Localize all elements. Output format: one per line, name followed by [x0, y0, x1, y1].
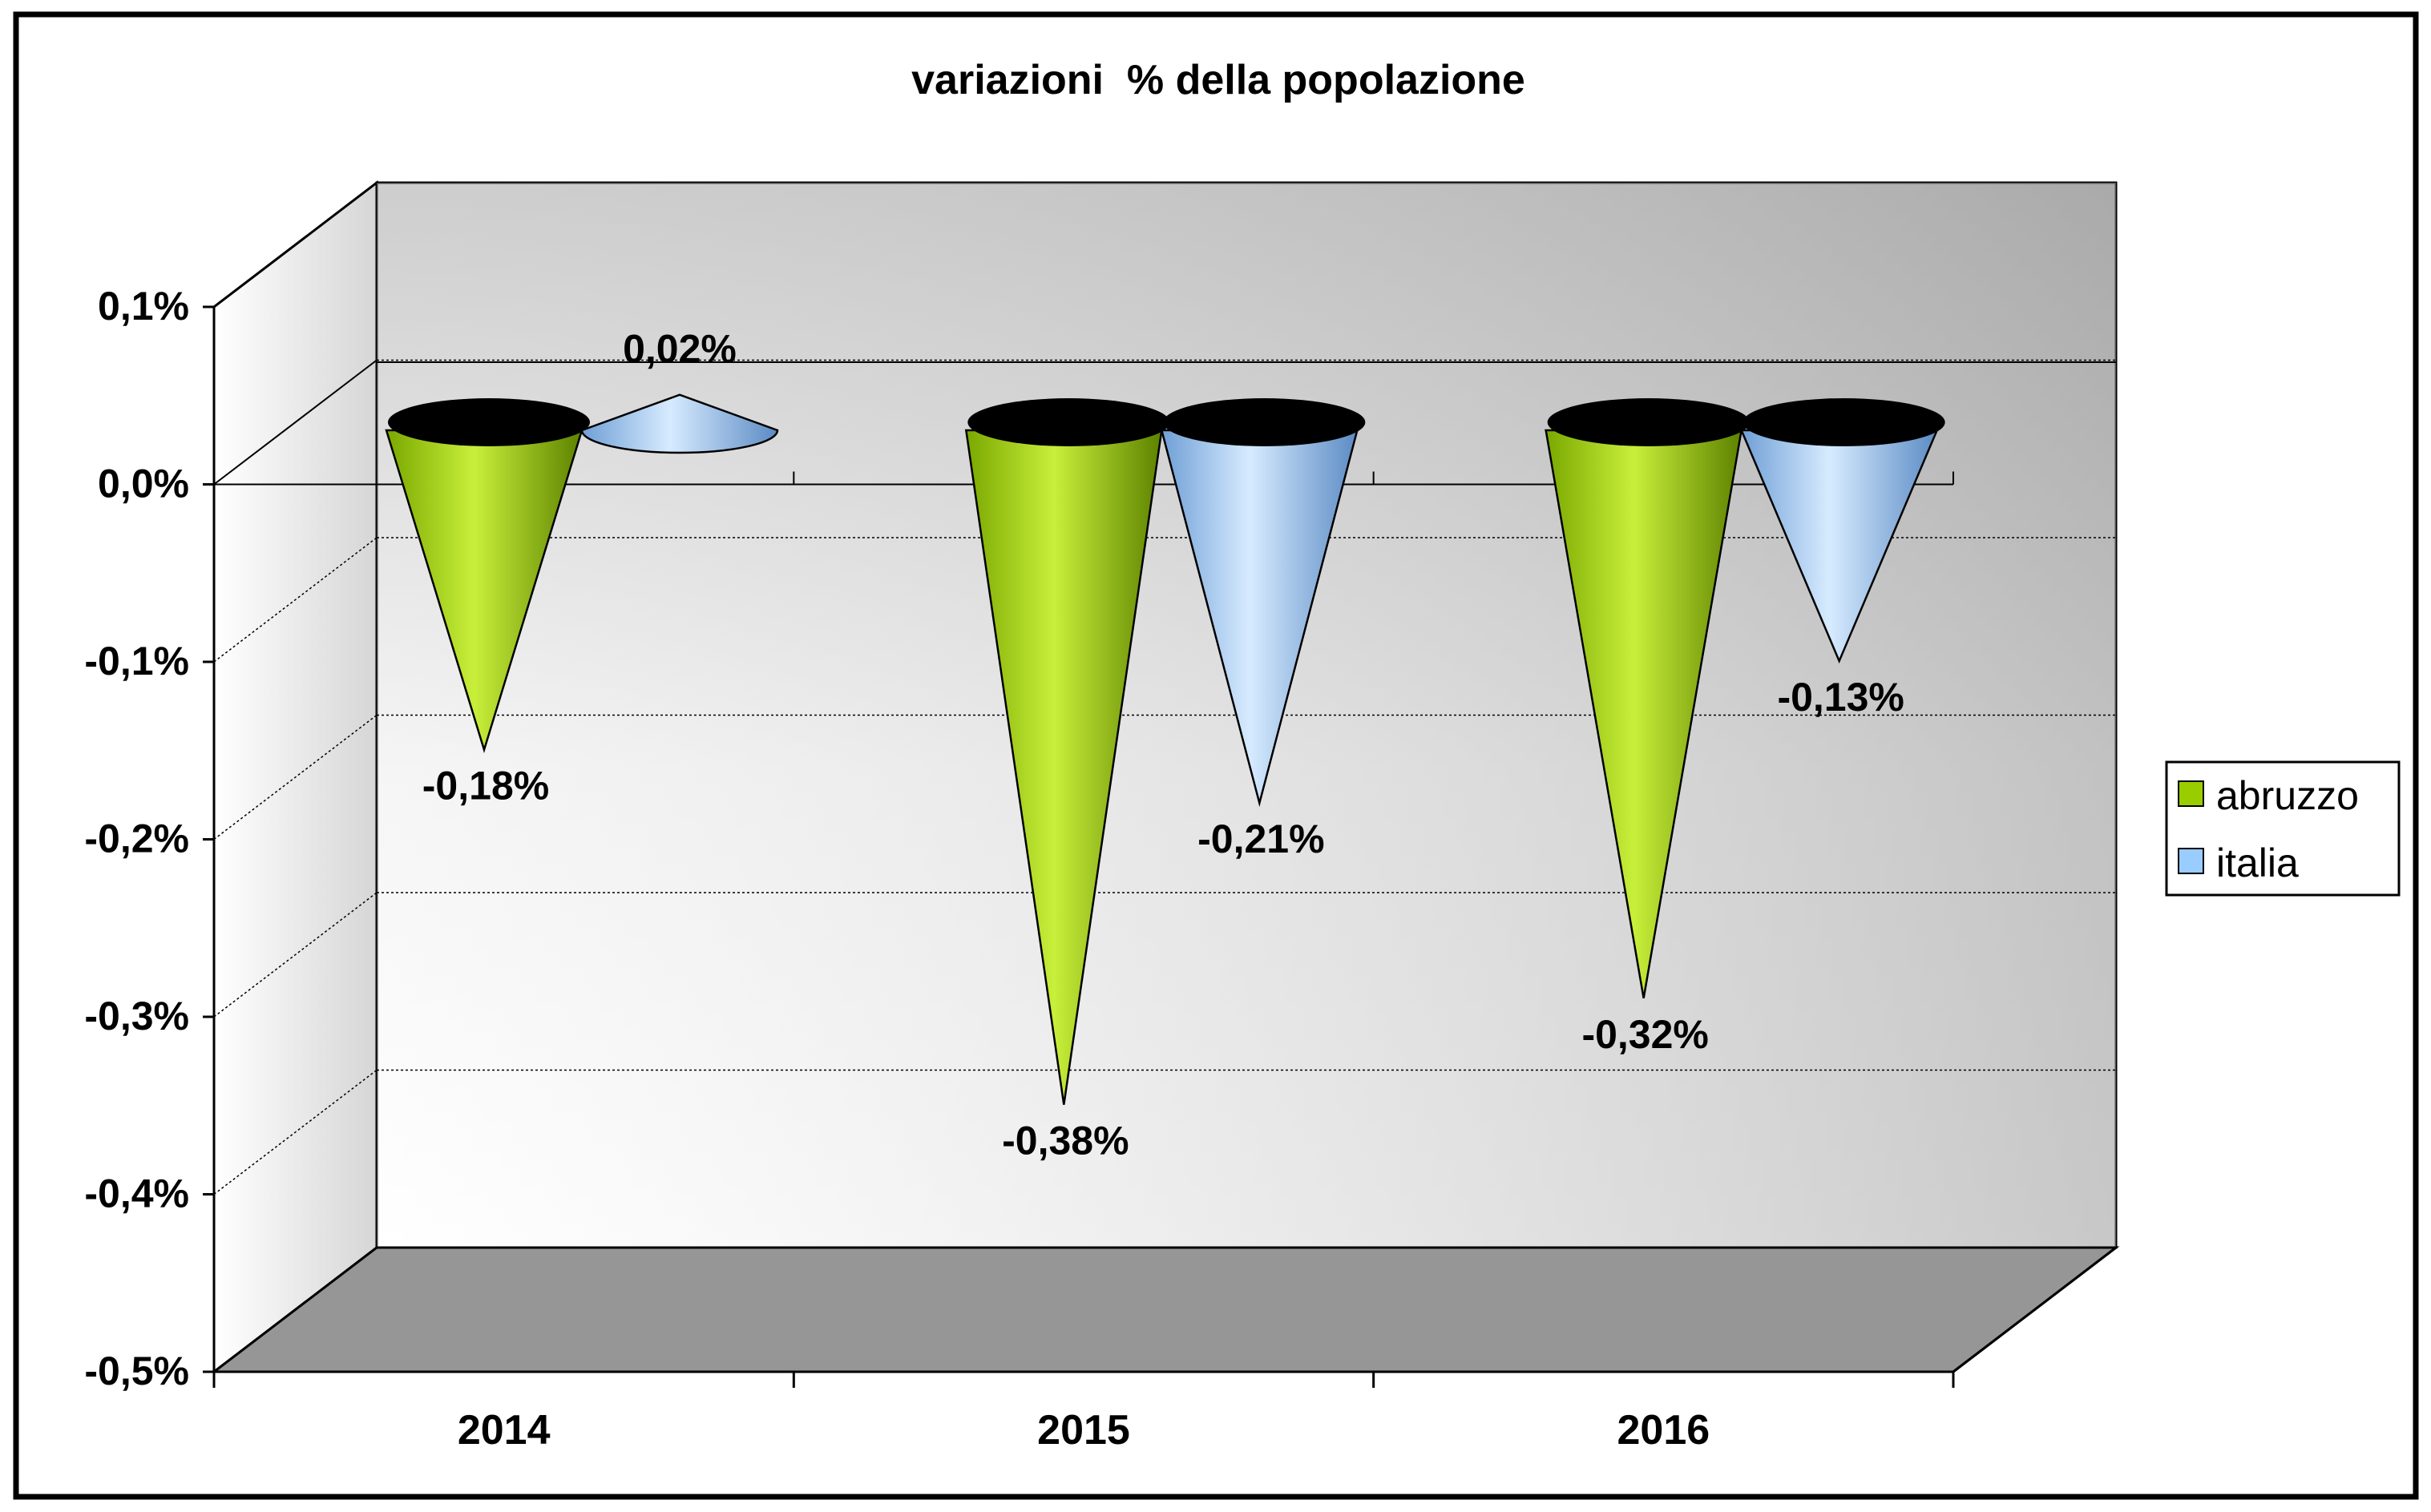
cone-base [1547, 398, 1750, 446]
y-tick-label: -0,5% [84, 1349, 189, 1393]
data-label: 0,02% [623, 327, 737, 372]
data-label: -0,21% [1197, 816, 1324, 861]
data-label: -0,38% [1002, 1119, 1129, 1163]
y-tick-label: -0,2% [84, 816, 189, 861]
legend-swatch-abruzzo [2178, 780, 2204, 807]
x-tick-label: 2015 [1037, 1407, 1130, 1454]
data-label: -0,32% [1581, 1012, 1708, 1057]
data-label: -0,18% [422, 764, 549, 808]
floor-edge [1952, 1246, 2117, 1373]
data-label: -0,13% [1777, 675, 1904, 720]
cone-abruzzo-2016 [1545, 398, 1750, 999]
legend-swatch-italia [2178, 848, 2204, 874]
legend-label-italia: italia [2216, 841, 2299, 885]
cone-italia-2014 [580, 393, 779, 454]
legend-box [2165, 760, 2401, 897]
y-tick-label: 0,0% [98, 462, 189, 506]
legend-label-abruzzo: abruzzo [2216, 773, 2359, 818]
side-gridline [213, 1247, 378, 1373]
cone-base [1163, 398, 1366, 446]
cone-base [1742, 398, 1945, 446]
side-gridline [213, 892, 378, 1018]
y-tick-label: 0,1% [98, 284, 189, 329]
side-gridline [213, 714, 378, 841]
cone-base [967, 398, 1170, 446]
y-tick-label: -0,4% [84, 1171, 189, 1216]
cone-body [580, 393, 779, 454]
y-tick-label: -0,3% [84, 994, 189, 1038]
axes: 0,1% 0,0% -0,1% -0,2% -0,3% -0,4% -0,5% 2014 201… [84, 284, 2117, 1454]
floor [210, 1246, 2120, 1373]
cone-italia-2015 [1160, 398, 1366, 808]
x-tick-label: 2016 [1617, 1407, 1710, 1454]
data-labels: -0,18% 0,02% -0,38% -0,21% -0,32% -0,13% [422, 327, 1904, 1163]
y-tick-label: -0,1% [84, 639, 189, 683]
side-gridline [213, 182, 378, 308]
cone-base [388, 398, 590, 446]
side-gridline [213, 537, 378, 663]
side-gridline [213, 1069, 378, 1195]
x-tick-label: 2014 [458, 1407, 551, 1454]
cone-abruzzo-2014 [385, 398, 590, 753]
cone-italia-2016 [1739, 398, 1945, 664]
zero-plane-edge [213, 359, 378, 486]
chart-title: variazioni % della popolazione [911, 57, 1525, 103]
cone-abruzzo-2015 [964, 398, 1170, 1105]
legend: abruzzo italia [2165, 760, 2401, 897]
cones [385, 393, 1945, 1105]
